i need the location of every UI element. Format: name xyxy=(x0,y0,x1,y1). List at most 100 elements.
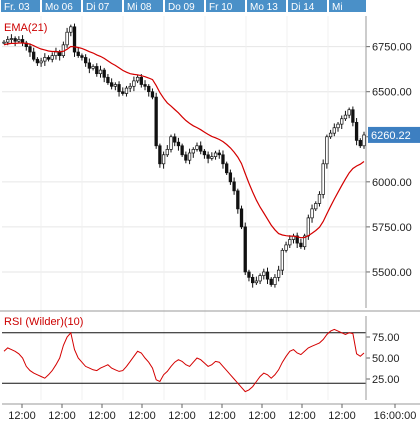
rsi-y-axis: 25.00 50.00 75.00 xyxy=(365,316,400,400)
candle-body xyxy=(13,38,17,42)
date-tab-label: Mo 13 xyxy=(250,2,278,13)
date-tab-label: Do 09 xyxy=(168,2,195,13)
candle-body xyxy=(210,156,214,159)
date-tab-bg xyxy=(1,0,40,12)
candle-body xyxy=(154,96,158,147)
candle-body xyxy=(124,87,129,94)
date-tab-bg xyxy=(247,0,286,12)
date-tab-bar: Fr. 03 Mo 06 Di 07 Mi 08 Do 09 Fr 10 Mo 13 Di 1… xyxy=(1,0,366,13)
x-tick-label: 12:00 xyxy=(48,410,76,422)
x-tick-label: 12:00 xyxy=(8,410,36,422)
candle-body xyxy=(50,55,54,60)
last-price-marker: 6260.22 xyxy=(368,126,420,143)
candle-body xyxy=(225,163,229,174)
candle-body xyxy=(310,208,314,219)
candle-body xyxy=(217,152,221,156)
candle-body xyxy=(254,280,259,284)
candle-body xyxy=(95,66,99,75)
candle-body xyxy=(325,136,329,165)
candle-body xyxy=(69,26,73,33)
price-y-tick-label: 5750.00 xyxy=(372,222,412,234)
candle-body xyxy=(191,149,195,154)
rsi-grid xyxy=(2,332,366,384)
candle-body xyxy=(258,275,262,282)
date-tab-bg xyxy=(206,0,245,12)
candle-body xyxy=(113,84,117,87)
candle-body xyxy=(80,55,84,58)
candle-body xyxy=(317,194,322,204)
date-tab-bg xyxy=(83,0,122,12)
candle-body xyxy=(6,39,10,43)
rsi-indicator-label: RSI (Wilder)(10) xyxy=(4,316,83,328)
date-tab-label: Mi xyxy=(332,2,343,13)
candle-body xyxy=(65,31,69,46)
rsi-line-group xyxy=(3,328,365,393)
candle-body xyxy=(54,51,58,57)
candle-body xyxy=(135,76,140,82)
candle-body xyxy=(236,190,240,210)
candle-body xyxy=(150,91,155,98)
x-tick-label: 16:00:00 xyxy=(374,410,417,422)
rsi-y-tick-label: 50.00 xyxy=(372,353,400,365)
candle-body xyxy=(121,91,125,94)
candle-body xyxy=(228,172,233,183)
candle-body xyxy=(354,121,359,141)
price-y-tick-label: 6750.00 xyxy=(372,42,412,54)
price-candles xyxy=(2,23,366,288)
x-tick-label: 12:00 xyxy=(208,410,236,422)
x-tick-label: 12:00 xyxy=(88,410,116,422)
date-tab-label: Mo 06 xyxy=(45,2,73,13)
candle-body xyxy=(176,141,181,147)
last-price-box xyxy=(368,126,420,143)
candle-body xyxy=(165,149,169,156)
candle-body xyxy=(302,235,307,248)
candle-body xyxy=(336,123,340,129)
candle-body xyxy=(132,80,136,87)
candle-body xyxy=(251,277,255,284)
candle-body xyxy=(128,85,132,89)
candle-body xyxy=(221,154,225,165)
date-tab-bg xyxy=(329,0,366,12)
candle-body xyxy=(139,76,143,85)
candle-body xyxy=(117,84,121,93)
candle-body xyxy=(314,203,318,210)
candle-body xyxy=(184,154,188,161)
candle-body xyxy=(265,271,270,280)
candle-body xyxy=(102,69,106,78)
candle-body xyxy=(109,82,114,87)
candle-body xyxy=(284,244,288,251)
rsi-y-tick-label: 75.00 xyxy=(372,332,400,344)
candle-body xyxy=(347,109,351,116)
candle-body xyxy=(262,271,266,276)
candle-body xyxy=(32,51,36,60)
candle-body xyxy=(273,277,277,285)
candle-body xyxy=(72,26,77,53)
candle-body xyxy=(161,154,166,165)
candle-body xyxy=(91,66,95,69)
candle-body xyxy=(2,41,6,44)
candle-body xyxy=(232,181,236,192)
candle-body xyxy=(173,136,177,143)
candle-body xyxy=(195,145,199,150)
candle-body xyxy=(169,136,173,150)
ema-line xyxy=(3,42,365,239)
candle-body xyxy=(158,145,162,165)
candle-body xyxy=(43,57,47,62)
candle-body xyxy=(106,76,110,84)
candle-body xyxy=(98,69,103,75)
candle-body xyxy=(351,109,355,123)
price-y-tick-label: 5500.00 xyxy=(372,267,412,279)
candle-body xyxy=(28,46,32,53)
candle-body xyxy=(58,51,62,57)
date-tab-label: Di 07 xyxy=(86,2,110,13)
rsi-y-tick-label: 25.00 xyxy=(372,374,400,386)
candle-body xyxy=(46,57,51,60)
candle-body xyxy=(328,132,333,138)
time-x-axis: 12:00 12:00 12:00 12:00 12:00 12:00 12:00 12:00… xyxy=(2,403,420,422)
candle-body xyxy=(35,58,40,64)
candle-body xyxy=(299,242,303,248)
candle-body xyxy=(332,127,336,134)
ema-line-group xyxy=(3,42,365,239)
price-y-tick-label: 6500.00 xyxy=(372,87,412,99)
